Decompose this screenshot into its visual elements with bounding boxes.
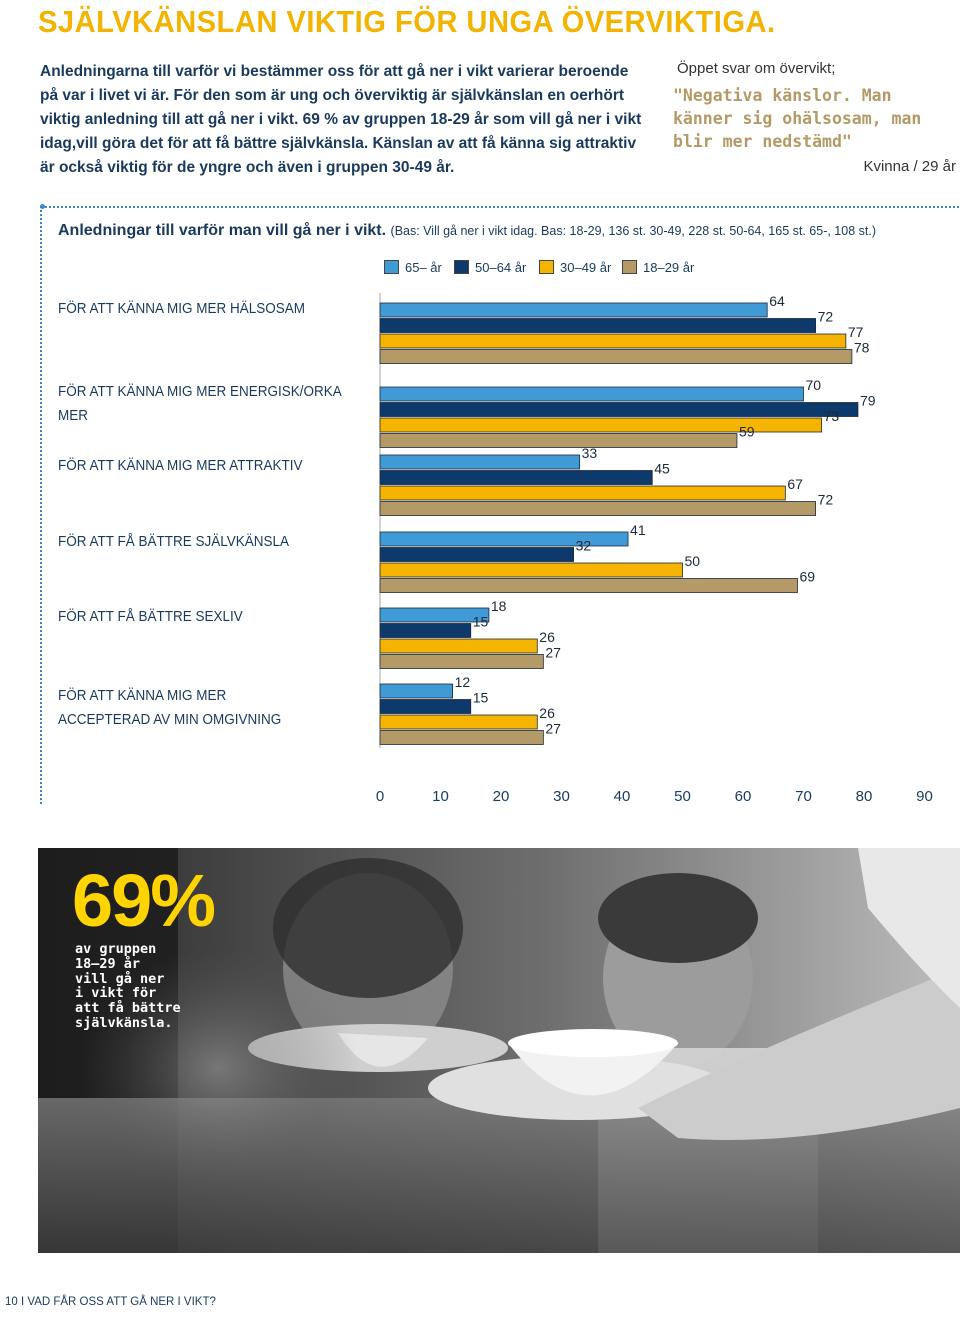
legend-swatch-30-49 — [539, 260, 554, 274]
bar-value-label-3-2: 50 — [685, 553, 701, 569]
bar-5-0 — [379, 683, 453, 699]
bar-0-2 — [379, 333, 847, 349]
bar-value-label-3-3: 69 — [799, 569, 815, 585]
bar-value-label-1-2: 73 — [824, 408, 840, 424]
cafe-photo — [38, 848, 960, 1253]
bar-value-label-5-1: 15 — [473, 690, 489, 706]
legend-label-30-49: 30–49 år — [560, 260, 612, 275]
bar-1-2 — [379, 417, 823, 433]
quote-text: "Negativa känslor. Man känner sig ohälso… — [673, 86, 922, 151]
legend-item-65: 65– år — [384, 260, 442, 276]
chart-frame — [40, 204, 959, 804]
bar-0-1 — [379, 318, 817, 333]
page-title: SJÄLVKÄNSLAN VIKTIG FÖR UNGA ÖVERVIKTIGA… — [38, 4, 776, 39]
highlight-caption: av gruppen 18–29 år vill gå ner i vikt f… — [75, 941, 181, 1031]
intro-paragraph: Anledningarna till varför vi bestämmer o… — [40, 63, 642, 176]
legend-swatch-18-29 — [622, 260, 637, 274]
x-tick-label-40: 40 — [614, 788, 631, 805]
bar-0-0 — [379, 302, 768, 318]
bar-2-2 — [379, 485, 786, 501]
bar-value-label-2-0: 33 — [582, 445, 598, 461]
legend-item-30-49: 30–49 år — [539, 260, 611, 276]
legend-swatch-65 — [384, 260, 399, 274]
x-tick-label-50: 50 — [674, 788, 691, 805]
x-tick-label-20: 20 — [493, 788, 510, 805]
bar-5-1 — [379, 699, 472, 714]
x-tick-label-0: 0 — [376, 788, 384, 805]
bar-3-3 — [379, 578, 798, 593]
bar-value-label-4-1: 15 — [473, 614, 489, 630]
bar-2-3 — [379, 501, 817, 516]
bar-1-0 — [379, 386, 804, 402]
photo-graphic — [38, 848, 960, 1253]
bar-value-label-4-2: 26 — [539, 629, 555, 645]
bar-0-3 — [379, 349, 853, 364]
bar-value-label-0-0: 64 — [769, 293, 785, 309]
bar-4-3 — [379, 654, 544, 669]
bar-1-3 — [379, 433, 738, 448]
bar-3-1 — [379, 547, 575, 562]
category-label-accepterad: FÖR ATT KÄNNA MIG MER ACCEPTERAD AV MIN … — [58, 687, 282, 728]
bar-value-label-4-3: 27 — [545, 645, 561, 661]
bar-value-label-0-1: 72 — [818, 309, 834, 325]
legend-item-50-64: 50–64 år — [454, 260, 526, 276]
chart-subtitle: (Bas: Vill gå ner i vikt idag. Bas: 18-2… — [390, 224, 876, 238]
x-tick-label-10: 10 — [432, 788, 449, 805]
category-label-sexliv: FÖR ATT FÅ BÄTTRE SEXLIV — [58, 608, 243, 625]
x-tick-label-90: 90 — [916, 788, 933, 805]
legend-label-65: 65– år — [405, 260, 442, 275]
bar-value-label-1-1: 79 — [860, 393, 876, 409]
bar-value-label-0-2: 77 — [848, 324, 864, 340]
bar-3-0 — [379, 531, 629, 547]
legend-swatch-50-64 — [454, 260, 469, 274]
legend-label-18-29: 18–29 år — [643, 260, 695, 275]
category-label-halsosam: FÖR ATT KÄNNA MIG MER HÄLSOSAM — [58, 300, 306, 317]
quote-label: Öppet svar om övervikt; — [677, 60, 836, 77]
bar-3-2 — [379, 562, 683, 578]
category-label-energisk: FÖR ATT KÄNNA MIG MER ENERGISK/ORKA MER — [58, 383, 342, 424]
x-tick-label-70: 70 — [795, 788, 812, 805]
bar-value-label-1-0: 70 — [806, 377, 822, 393]
bar-value-label-5-0: 12 — [455, 674, 471, 690]
bar-chart: 6472777870797359334567724132506918152627… — [376, 293, 933, 805]
x-tick-label-30: 30 — [553, 788, 570, 805]
bar-5-2 — [379, 714, 538, 730]
highlight-value: 69% — [72, 859, 216, 942]
bar-value-label-2-2: 67 — [787, 476, 803, 492]
bar-5-3 — [379, 730, 544, 745]
bar-4-1 — [379, 623, 472, 638]
bar-value-label-4-0: 18 — [491, 598, 507, 614]
bar-value-label-5-3: 27 — [545, 721, 561, 737]
x-tick-label-60: 60 — [735, 788, 752, 805]
bar-value-label-1-3: 59 — [739, 424, 755, 440]
page-footer: 10 I VAD FÅR OSS ATT GÅ NER I VIKT? — [5, 1296, 216, 1308]
bar-value-label-5-2: 26 — [539, 705, 555, 721]
bar-1-1 — [379, 402, 859, 417]
chart-title-text: Anledningar till varför man vill gå ner … — [58, 222, 387, 239]
category-label-attraktiv: FÖR ATT KÄNNA MIG MER ATTRAKTIV — [58, 457, 303, 474]
legend-item-18-29: 18–29 år — [622, 260, 694, 276]
quote-author: Kvinna / 29 år — [863, 158, 956, 175]
bar-value-label-3-1: 32 — [576, 538, 592, 554]
bar-value-label-0-3: 78 — [854, 340, 870, 356]
x-tick-label-80: 80 — [856, 788, 873, 805]
bar-value-label-3-0: 41 — [630, 522, 646, 538]
chart-title: Anledningar till varför man vill gå ner … — [58, 222, 876, 240]
bar-2-0 — [379, 454, 581, 470]
bar-value-label-2-3: 72 — [818, 492, 834, 508]
bar-4-0 — [379, 607, 490, 623]
legend-label-50-64: 50–64 år — [475, 260, 527, 275]
category-label-sjalvkansla: FÖR ATT FÅ BÄTTRE SJÄLVKÄNSLA — [58, 533, 290, 550]
bar-value-label-2-1: 45 — [654, 461, 670, 477]
bar-2-1 — [379, 470, 653, 485]
bar-4-2 — [379, 638, 538, 654]
